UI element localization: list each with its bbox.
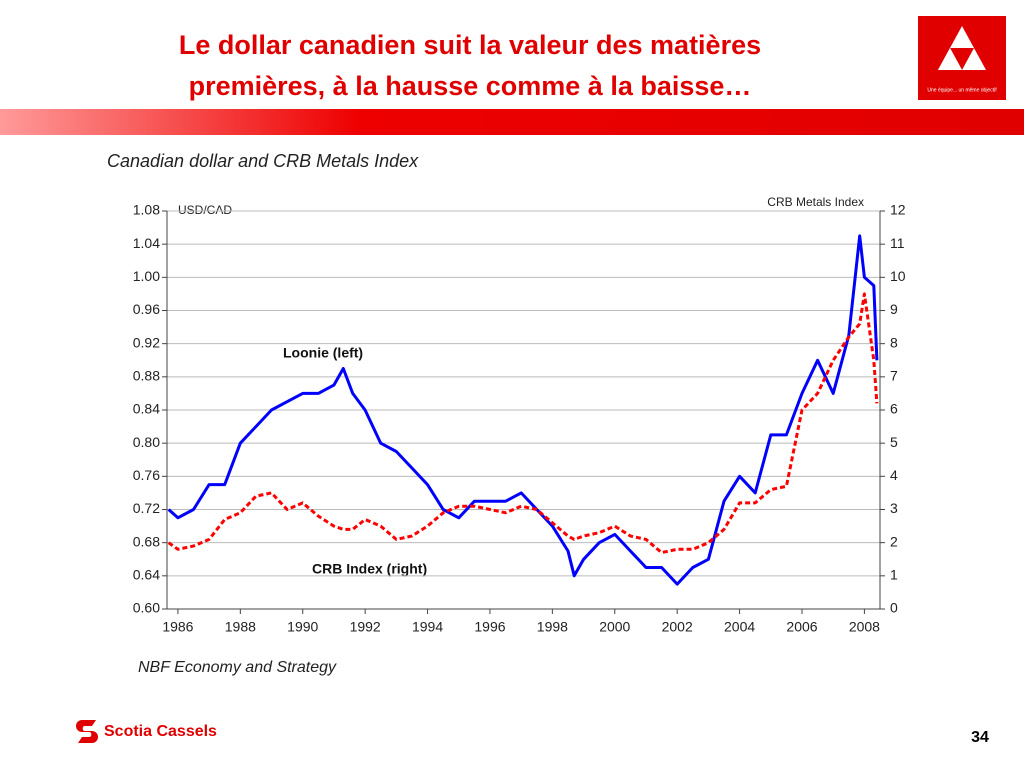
y2-tick-label: 6 [890, 401, 898, 417]
x-tick-label: 2002 [662, 619, 693, 635]
y-tick-label: 1.04 [133, 235, 160, 251]
y2-tick-label: 2 [890, 533, 898, 549]
x-tick-label: 1988 [225, 619, 256, 635]
chart-title: Canadian dollar and CRB Metals Index [107, 151, 419, 171]
y-tick-label: 0.76 [133, 467, 160, 483]
y-axis-label: USD/CAD [178, 203, 232, 217]
y-tick-label: 0.72 [133, 500, 160, 516]
y-tick-label: 0.84 [133, 401, 160, 417]
y-tick-label: 0.68 [133, 533, 160, 549]
y2-tick-label: 5 [890, 434, 898, 450]
y-tick-label: 0.64 [133, 567, 160, 583]
y2-axis-label: CRB Metals Index [767, 195, 864, 209]
y2-tick-label: 4 [890, 467, 898, 483]
y2-tick-label: 11 [890, 235, 905, 251]
series-label: Loonie (left) [283, 345, 363, 361]
x-tick-label: 1992 [350, 619, 381, 635]
footer-brand: Scotia Cassels [104, 723, 217, 740]
x-tick-label: 2000 [599, 619, 630, 635]
y2-tick-label: 8 [890, 334, 898, 350]
y-tick-label: 0.92 [133, 334, 160, 350]
x-tick-label: 2004 [724, 619, 755, 635]
series-label: CRB Index (right) [312, 561, 427, 577]
y-tick-label: 1.08 [133, 202, 160, 218]
x-tick-label: 1998 [537, 619, 568, 635]
y-tick-label: 0.88 [133, 368, 160, 384]
slide-title: premières, à la hausse comme à la baisse… [189, 71, 752, 101]
x-tick-label: 1994 [412, 619, 443, 635]
x-tick-label: 2006 [786, 619, 817, 635]
slide-title: Le dollar canadien suit la valeur des ma… [179, 30, 761, 60]
y2-tick-label: 9 [890, 301, 898, 317]
y2-tick-label: 7 [890, 368, 898, 384]
y-tick-label: 0.80 [133, 434, 160, 450]
y2-tick-label: 1 [890, 567, 898, 583]
series-line [167, 292, 879, 555]
logo-tagline: Une équipe... un même objectif [927, 87, 997, 93]
x-tick-label: 1986 [162, 619, 193, 635]
page-number: 34 [971, 729, 989, 746]
logo: Une équipe... un même objectif [918, 16, 1006, 100]
y2-tick-label: 3 [890, 500, 898, 516]
plot: 0.60 0.64 0.68 0.72 0.76 0.80 0.84 0.88 0.92 0.96… [133, 202, 906, 635]
y2-tick-label: 10 [890, 268, 906, 284]
y-tick-label: 1.00 [133, 268, 160, 284]
x-tick-label: 1996 [474, 619, 505, 635]
y-tick-label: 0.60 [133, 600, 160, 616]
y-tick-label: 0.96 [133, 301, 160, 317]
y2-tick-label: 0 [890, 600, 898, 616]
x-tick-label: 1990 [287, 619, 318, 635]
y2-tick-label: 12 [890, 202, 906, 218]
x-tick-label: 2008 [849, 619, 880, 635]
footer-logo: Scotia Cassels [76, 720, 217, 743]
header-band [0, 109, 1024, 135]
chart-source: NBF Economy and Strategy [138, 659, 337, 676]
